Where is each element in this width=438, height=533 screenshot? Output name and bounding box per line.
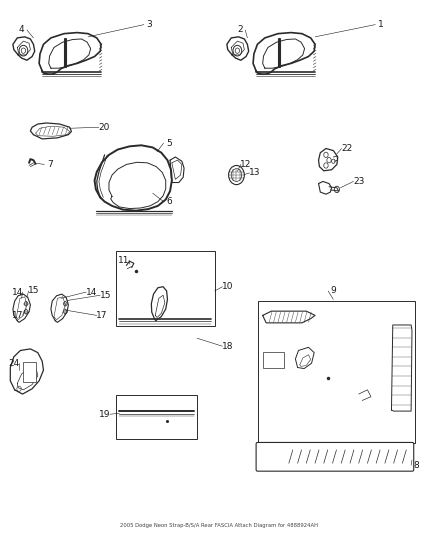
Bar xyxy=(117,251,215,326)
Text: 18: 18 xyxy=(222,342,233,351)
Text: 2: 2 xyxy=(237,26,243,35)
Text: 22: 22 xyxy=(341,144,353,153)
Text: 14: 14 xyxy=(86,287,97,296)
Text: 15: 15 xyxy=(100,290,111,300)
Text: 20: 20 xyxy=(99,123,110,132)
Text: 5: 5 xyxy=(166,139,172,148)
Text: 11: 11 xyxy=(118,256,130,264)
FancyBboxPatch shape xyxy=(256,442,414,471)
Text: 1: 1 xyxy=(378,20,383,29)
Text: 23: 23 xyxy=(353,177,364,186)
Text: 10: 10 xyxy=(222,282,233,291)
Text: 12: 12 xyxy=(240,160,252,169)
Text: 3: 3 xyxy=(146,20,152,29)
Text: 7: 7 xyxy=(47,160,53,169)
Text: 8: 8 xyxy=(413,461,419,470)
Text: 14: 14 xyxy=(11,287,23,296)
Bar xyxy=(258,301,416,443)
Text: 13: 13 xyxy=(249,168,261,177)
Bar xyxy=(22,362,36,382)
Text: 17: 17 xyxy=(11,311,23,320)
Text: 6: 6 xyxy=(166,197,172,206)
Text: 17: 17 xyxy=(96,311,108,320)
Text: 19: 19 xyxy=(99,410,110,419)
Bar xyxy=(263,352,284,368)
Text: 4: 4 xyxy=(19,26,25,35)
Text: 2005 Dodge Neon Strap-B/S/A Rear FASCIA Attach Diagram for 4888924AH: 2005 Dodge Neon Strap-B/S/A Rear FASCIA … xyxy=(120,523,318,528)
Bar xyxy=(117,395,197,439)
Text: 15: 15 xyxy=(28,286,39,295)
Text: 9: 9 xyxy=(331,286,336,295)
Text: 24: 24 xyxy=(8,359,19,368)
